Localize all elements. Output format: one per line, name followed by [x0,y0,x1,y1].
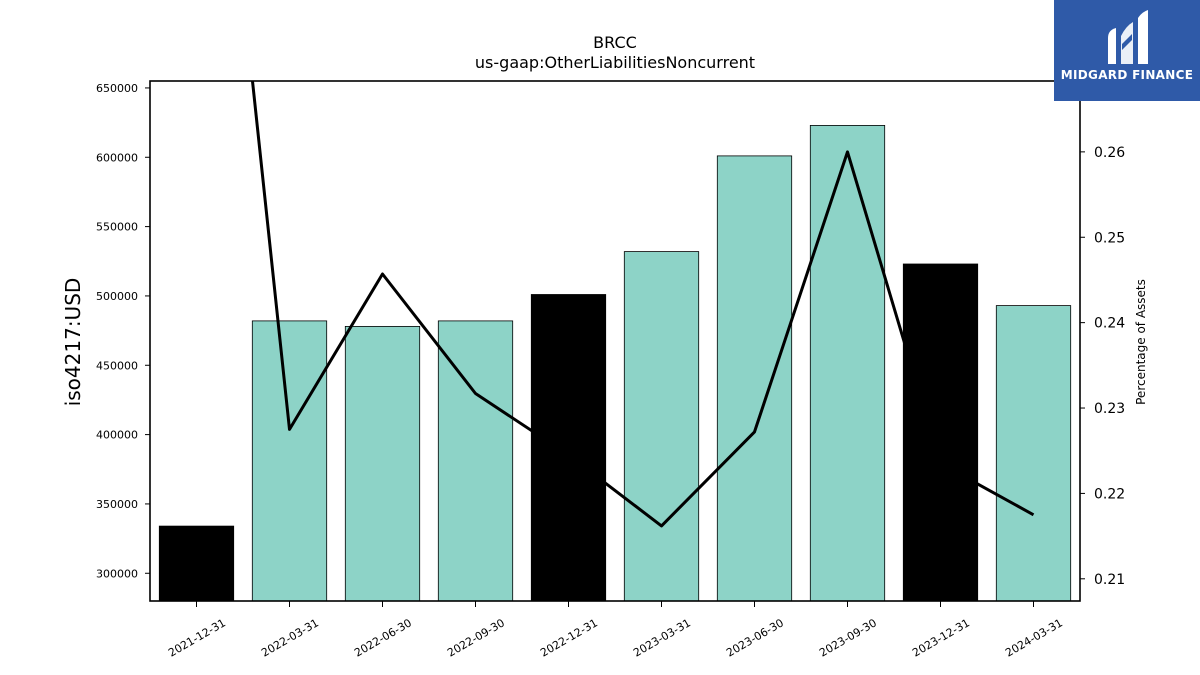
bar-2024-03-31 [995,305,1072,601]
line-series [250,81,1035,528]
y-tick-label: 550000 [96,221,138,234]
y-tick-label: 650000 [96,82,138,95]
bar-2023-12-31 [902,263,979,601]
x-tick-label: 2022-06-30 [352,616,414,659]
chart-subtitle: us-gaap:OtherLiabilitiesNoncurrent [475,53,755,72]
x-tick-label: 2022-12-31 [538,616,600,659]
y-tick-label: 450000 [96,359,138,372]
x-tick-label: 2023-06-30 [724,616,786,659]
logo-text: MIDGARD FINANCE [1060,68,1194,82]
y2-tick-label: 0.25 [1094,230,1125,246]
y2-tick-label: 0.23 [1094,401,1125,417]
bar-2022-09-30 [437,320,514,601]
x-tick-label: 2023-09-30 [817,616,879,659]
y-axis-label: iso4217:USD [61,278,85,407]
bars-layer [158,125,1072,601]
y2-tick-label: 0.26 [1094,145,1125,161]
y-tick-label: 350000 [96,498,138,511]
x-tick-label: 2022-03-31 [259,616,321,659]
x-tick-label: 2022-09-30 [445,616,507,659]
y2-tick-label: 0.24 [1094,316,1125,332]
bar-2021-12-31 [158,525,235,601]
logo-mark-icon [1108,10,1148,64]
x-tick-label: 2023-03-31 [631,616,693,659]
line-layer [250,81,1035,528]
bar-2022-03-31 [251,320,328,601]
y-tick-label: 600000 [96,151,138,164]
x-tick-label: 2023-12-31 [910,616,972,659]
bar-2022-12-31 [530,294,607,601]
y2-axis-label: Percentage of Assets [1134,279,1148,405]
x-tick-label: 2021-12-31 [166,616,228,659]
bar-2023-09-30 [809,125,886,601]
bar-2023-06-30 [716,155,793,601]
y-tick-label: 500000 [96,290,138,303]
y2-tick-label: 0.21 [1094,572,1125,588]
y-tick-label: 400000 [96,429,138,442]
plot-frame [149,80,1081,602]
y2-tick-label: 0.22 [1094,486,1125,502]
bar-2023-03-31 [623,251,700,601]
x-tick-label: 2024-03-31 [1003,616,1065,659]
bar-2022-06-30 [344,325,421,601]
brand-logo: MIDGARD FINANCE [1054,0,1200,101]
chart-title: BRCC [593,33,637,52]
y-tick-label: 300000 [96,567,138,580]
